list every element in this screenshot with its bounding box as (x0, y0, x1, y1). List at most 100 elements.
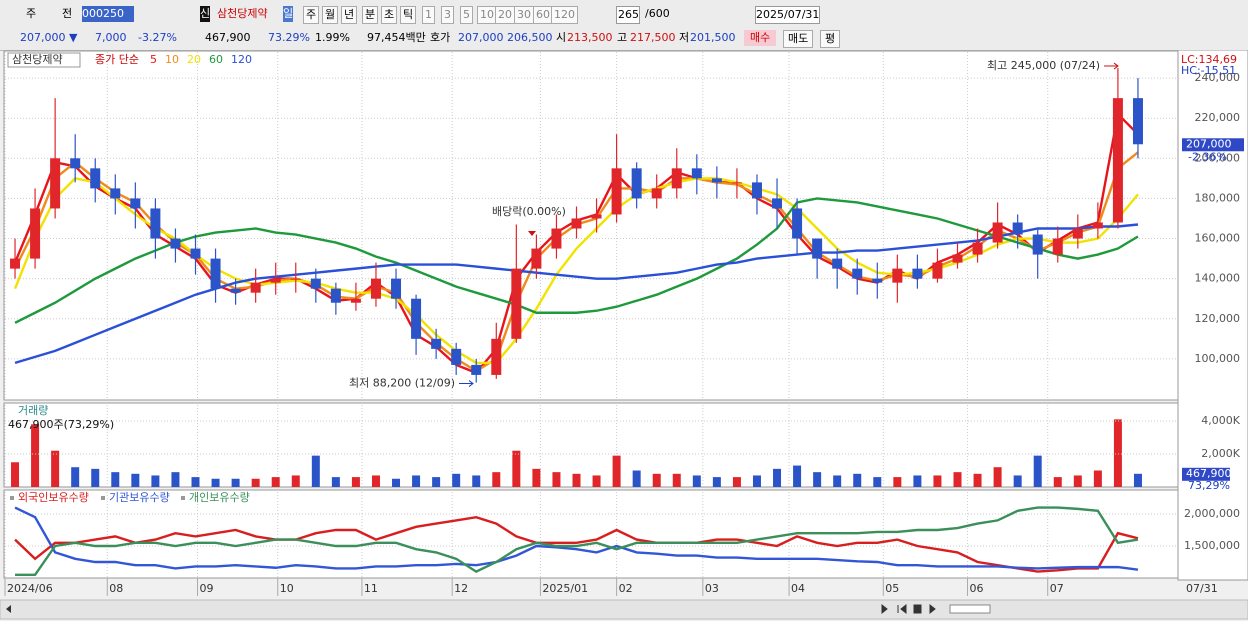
annotation-dividend: 배당락(0.00%) (492, 205, 566, 218)
toolbar-item: 467,900 (205, 31, 251, 44)
volume-bar (11, 462, 20, 487)
candle-body (952, 254, 963, 263)
volume-bar (1033, 455, 1042, 487)
current-price: 207,000 (1186, 137, 1232, 150)
panel (3, 50, 1179, 401)
candle-body (1092, 222, 1103, 229)
toolbar-item[interactable]: 60 (533, 6, 553, 24)
toolbar-item[interactable]: 10 (477, 6, 497, 24)
volume-bar (612, 455, 621, 487)
candle-body (551, 228, 562, 249)
volume-bar (1133, 473, 1142, 487)
candle-body (350, 298, 361, 303)
toolbar-item[interactable]: 분 (362, 6, 379, 24)
holdings-line (15, 506, 1139, 576)
volume-bar (31, 424, 40, 487)
volume-bar (171, 472, 180, 487)
chart: 2024/06 08 09 10 11 12 2025/01 02 03 04 05 06 07 07/3… (0, 50, 1248, 620)
ma-line (14, 223, 1139, 365)
toolbar-item[interactable]: 삼천당제약 (217, 7, 268, 20)
x-tick-label: 12 (454, 582, 468, 595)
toolbar-item: 고 (617, 31, 628, 44)
candle-body (310, 278, 321, 289)
candle-body (671, 168, 682, 189)
toolbar-item[interactable]: 년 (341, 6, 358, 24)
x-tick-label: 08 (109, 582, 123, 595)
volume-bar (111, 472, 120, 487)
toolbar-item[interactable]: 매도 (783, 30, 814, 48)
volume-bar (412, 475, 421, 487)
volume-tick-label: 4,000K (1201, 414, 1240, 427)
toolbar-item[interactable]: 매수 (744, 30, 777, 46)
toolbar-item[interactable]: 20 (495, 6, 515, 24)
toolbar-item: 저 (679, 31, 690, 44)
volume-bar (231, 478, 240, 487)
candle-body (772, 198, 783, 209)
toolbar-item: -3.27% (138, 31, 177, 44)
volume-bar (331, 477, 340, 487)
x-tick-label: 03 (705, 582, 719, 595)
toolbar-item[interactable]: 주 (303, 6, 320, 24)
holdings-legend: 개인보유수량 (189, 491, 250, 504)
toolbar-item[interactable]: /600 (645, 7, 670, 20)
toolbar-item[interactable]: 265 (616, 6, 640, 24)
toolbar-item[interactable]: 평 (820, 30, 841, 48)
toolbar-item[interactable]: 2025/07/31 (755, 6, 821, 24)
volume-bar (652, 473, 661, 487)
toolbar-item[interactable]: 000250 (82, 6, 134, 22)
candle-body (491, 338, 502, 375)
candle-body (370, 278, 381, 299)
x-tick-label: 11 (364, 582, 378, 595)
volume-current-box (1182, 467, 1230, 481)
volume-bar (91, 468, 100, 487)
toolbar-item[interactable]: 신 (200, 6, 211, 22)
x-end-label: 07/31 (1186, 582, 1218, 595)
volume-bar (933, 475, 942, 487)
candle-body (731, 182, 742, 184)
volume-bar (291, 475, 300, 487)
candle-body (1032, 234, 1043, 255)
toolbar-item[interactable]: 3 (441, 6, 454, 24)
legend-ma: 5 (150, 53, 157, 66)
toolbar-item: 213,500 (567, 31, 613, 44)
y-tick-label: 180,000 (1195, 191, 1241, 204)
holdings-line (14, 515, 1139, 573)
candle-body (1012, 222, 1023, 235)
candle-body (230, 288, 241, 293)
toolbar-item[interactable]: 120 (551, 6, 578, 24)
scroll-btns (881, 603, 936, 615)
candle-body (631, 168, 642, 199)
volume-current-pct: 73,29% (1188, 479, 1230, 492)
volume-bar (1013, 475, 1022, 487)
x-tick-label: 10 (280, 582, 294, 595)
toolbar-item[interactable]: 5 (460, 6, 473, 24)
legend-swatch (10, 496, 14, 500)
volume-tick-label: 2,000K (1201, 447, 1240, 460)
toolbar-item[interactable]: 일 (283, 6, 294, 22)
candle-body (892, 268, 903, 283)
toolbar: 주 전 000250 신 삼천당제약 일 주 월 년 분 초 틱 1 3 5 10 20 30 60 120 265/6… (0, 0, 1248, 51)
volume-bar (973, 473, 982, 487)
volume-bar (873, 477, 882, 487)
volume-bar (1073, 475, 1082, 487)
candle-body (651, 188, 662, 199)
volume-bar (552, 472, 561, 487)
toolbar-item: 207,000 ▼ (20, 31, 78, 44)
toolbar-item[interactable]: 주 (26, 7, 37, 20)
toolbar-item[interactable]: 월 (322, 6, 339, 24)
toolbar-item[interactable]: 전 (62, 7, 73, 20)
toolbar-item[interactable]: 틱 (400, 6, 417, 24)
toolbar-item[interactable]: 초 (381, 6, 398, 24)
toolbar-item: 호가 (430, 31, 451, 44)
candle-body (832, 258, 843, 269)
candle-body (992, 222, 1003, 243)
candle-body (511, 268, 522, 339)
legend-box (7, 52, 81, 68)
toolbar-item[interactable]: 30 (514, 6, 534, 24)
volume-bar (151, 475, 160, 487)
toolbar-item[interactable]: 1 (422, 6, 435, 24)
candle-body (591, 214, 602, 219)
legend-name: 삼천당제약 (12, 52, 63, 66)
toolbar-item: 73.29% (268, 31, 310, 44)
legend-swatch (101, 496, 105, 500)
